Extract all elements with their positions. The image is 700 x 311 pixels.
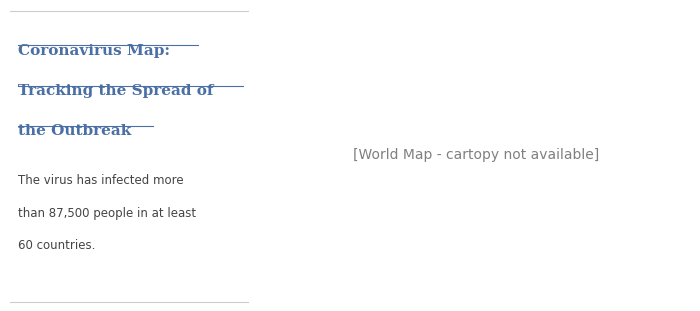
- Text: [World Map - cartopy not available]: [World Map - cartopy not available]: [353, 148, 598, 163]
- Text: Tracking the Spread of: Tracking the Spread of: [18, 84, 213, 98]
- Text: Coronavirus Map:: Coronavirus Map:: [18, 44, 170, 58]
- Text: The virus has infected more: The virus has infected more: [18, 174, 183, 187]
- Text: than 87,500 people in at least: than 87,500 people in at least: [18, 207, 196, 220]
- Text: the Outbreak: the Outbreak: [18, 124, 131, 138]
- Text: 60 countries.: 60 countries.: [18, 239, 95, 253]
